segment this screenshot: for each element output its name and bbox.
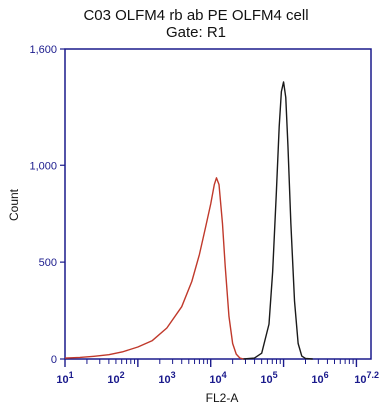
x-tick-exponent: 3 (171, 370, 176, 380)
x-tick-base: 10 (354, 374, 366, 386)
x-tick-base: 10 (260, 374, 272, 386)
x-tick-exponent: 7.2 (366, 370, 379, 380)
y-tick-label: 0 (51, 354, 57, 366)
x-tick-exponent: 2 (120, 370, 125, 380)
x-tick-label: 102 (107, 370, 124, 386)
x-axis-label: FL2-A (206, 391, 239, 405)
x-tick-exponent: 5 (273, 370, 278, 380)
x-tick-label: 101 (56, 370, 73, 386)
x-tick-label: 106 (311, 370, 328, 386)
x-tick-base: 10 (56, 374, 68, 386)
histogram-series-1 (64, 177, 244, 360)
y-axis: 0 500 1,000 1,600 (29, 44, 65, 366)
x-tick-label: 103 (158, 370, 175, 386)
series-group (64, 81, 313, 360)
x-tick-label: 104 (209, 370, 226, 386)
y-tick-label: 500 (39, 257, 57, 269)
x-tick-label: 105 (260, 370, 277, 386)
x-axis: 101 102 103 104 105 106 107.2 (56, 359, 379, 386)
x-tick-exponent: 1 (69, 370, 74, 380)
chart-title: C03 OLFM4 rb ab PE OLFM4 cell (83, 7, 308, 24)
plot-frame (64, 48, 372, 360)
y-tick-label: 1,000 (29, 160, 57, 172)
y-tick-label: 1,600 (29, 44, 57, 56)
x-tick-base: 10 (311, 374, 323, 386)
chart-subtitle: Gate: R1 (166, 24, 226, 41)
x-tick-base: 10 (209, 374, 221, 386)
x-tick-exponent: 4 (222, 370, 227, 380)
histogram-series-2 (243, 81, 313, 360)
x-tick-base: 10 (158, 374, 170, 386)
x-tick-base: 10 (107, 374, 119, 386)
x-tick-label: 107.2 (354, 370, 379, 386)
y-axis-label: Count (7, 188, 21, 221)
x-tick-exponent: 6 (324, 370, 329, 380)
